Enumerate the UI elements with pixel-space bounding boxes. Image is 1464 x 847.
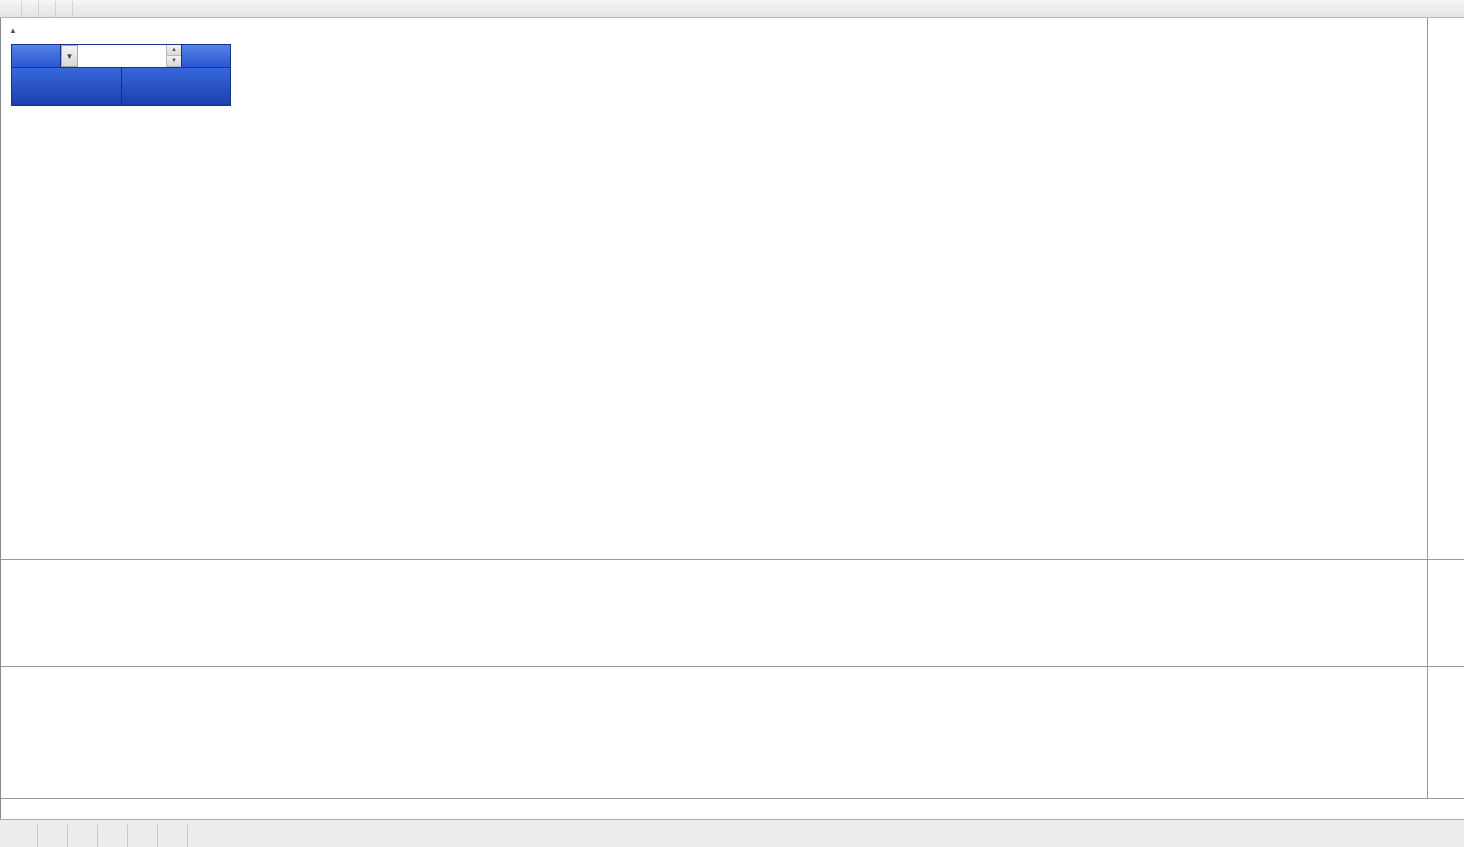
volume-dropdown-button[interactable]: ▼ [61,45,78,67]
timeframe-button-d1[interactable] [22,0,39,17]
chart-tabbar [0,819,1464,847]
sell-button[interactable] [12,45,61,67]
chart-title: ▲ [9,24,40,36]
collapse-triangle-icon[interactable]: ▲ [9,26,17,35]
rsi-label [8,670,13,681]
macd-axis [1427,560,1464,666]
tab-usdchf-daily[interactable] [68,824,98,847]
volume-stepper[interactable]: ▲ ▼ [166,45,181,67]
timeframe-toolbar [0,0,1464,18]
timeframe-button-mn[interactable] [56,0,73,17]
tab-usdcnh-daily[interactable] [128,824,158,847]
macd-panel [1,559,1464,666]
tab-usdcad-daily[interactable] [98,824,128,847]
volume-input[interactable] [78,45,166,67]
timeframe-button-w1[interactable] [39,0,56,17]
spinner-down-icon[interactable]: ▼ [167,56,181,67]
spinner-up-icon[interactable]: ▲ [167,45,181,56]
chart-window: ▲ ▼ ▲ ▼ [0,18,1464,819]
one-click-trading-panel: ▼ ▲ ▼ [11,44,231,106]
tab-eurusd-daily[interactable] [8,824,38,847]
tab-eurchf-weekly[interactable] [158,824,188,847]
tab-audusd-daily[interactable] [38,824,68,847]
volume-control: ▼ ▲ ▼ [61,45,181,67]
macd-label [8,563,18,574]
rsi-axis [1427,667,1464,798]
timeframe-button-h4[interactable] [5,0,22,17]
sell-quote[interactable] [12,68,122,105]
price-panel: ▲ ▼ ▲ ▼ [1,18,1464,559]
buy-button[interactable] [181,45,230,67]
price-axis[interactable] [1427,18,1464,559]
buy-quote[interactable] [121,68,230,105]
rsi-panel [1,666,1464,798]
rsi-canvas[interactable] [1,667,1427,799]
macd-canvas[interactable] [1,560,1427,667]
chevron-down-icon: ▼ [65,51,74,61]
date-axis[interactable] [1,798,1464,819]
